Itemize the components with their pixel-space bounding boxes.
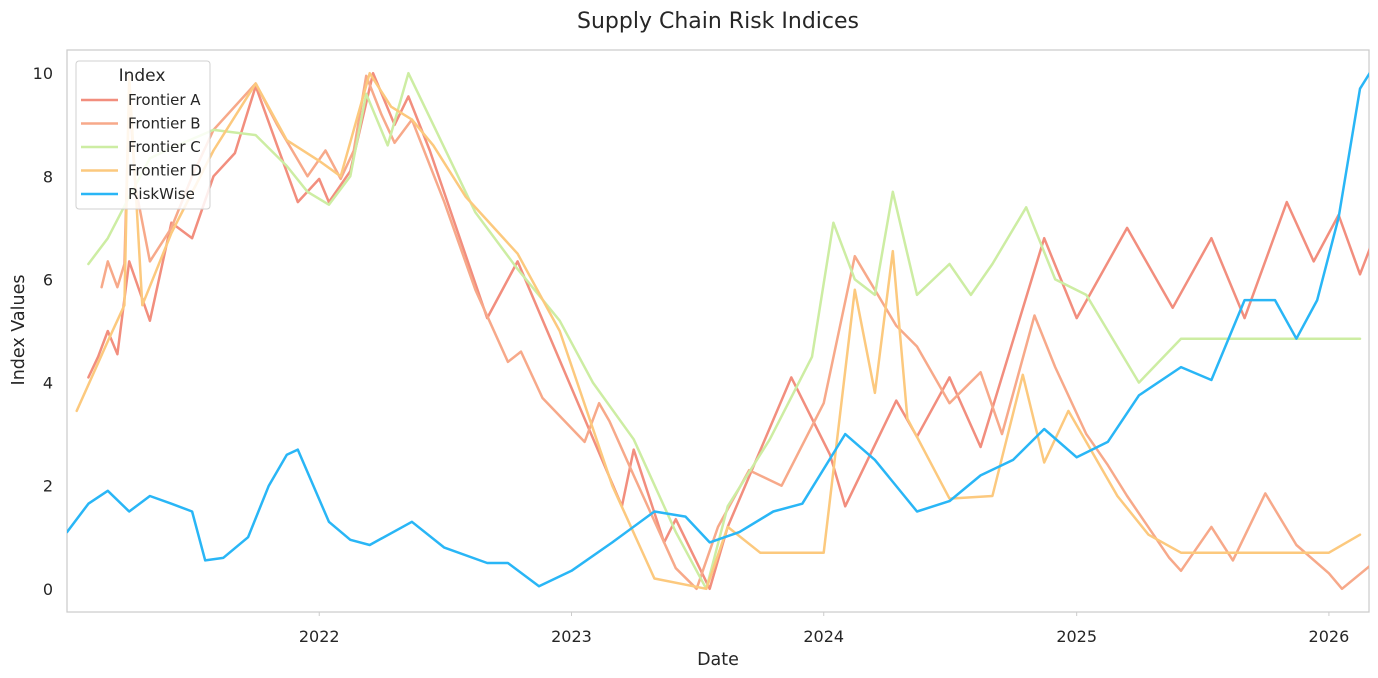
y-tick-label: 10 [33,64,53,83]
y-tick-label: 8 [43,167,53,186]
legend-label: Frontier D [128,162,202,180]
chart-title: Supply Chain Risk Indices [577,9,859,34]
x-tick-label: 2024 [803,627,844,646]
legend-items: Frontier A Frontier B Frontier C Frontier D… [81,91,202,203]
x-tick-label: 2023 [551,627,592,646]
y-tick-label: 2 [43,477,53,496]
legend-label: RiskWise [128,185,195,203]
x-tick-label: 2025 [1056,627,1097,646]
y-tick-label: 6 [43,270,53,289]
legend-box [75,60,211,210]
legend-title: Index [119,66,166,86]
series-line-frontier-c [87,71,1362,591]
x-tick-label: 2022 [299,627,340,646]
x-tick-label: 2026 [1309,627,1350,646]
plot-frame [66,49,1370,613]
y-axis-title: Index Values [9,275,29,386]
x-axis: 2022 2023 2024 2025 2026 [299,612,1349,646]
y-tick-label: 4 [43,374,53,393]
legend-label: Frontier C [128,138,201,156]
y-axis: 0 2 4 6 8 10 [33,64,53,599]
series-line-frontier-d [75,71,1362,591]
series-line-riskwise [67,72,1369,588]
x-axis-title: Date [697,650,739,670]
legend-label: Frontier B [128,115,201,133]
legend-label: Frontier A [128,91,201,109]
y-tick-label: 0 [43,580,53,599]
